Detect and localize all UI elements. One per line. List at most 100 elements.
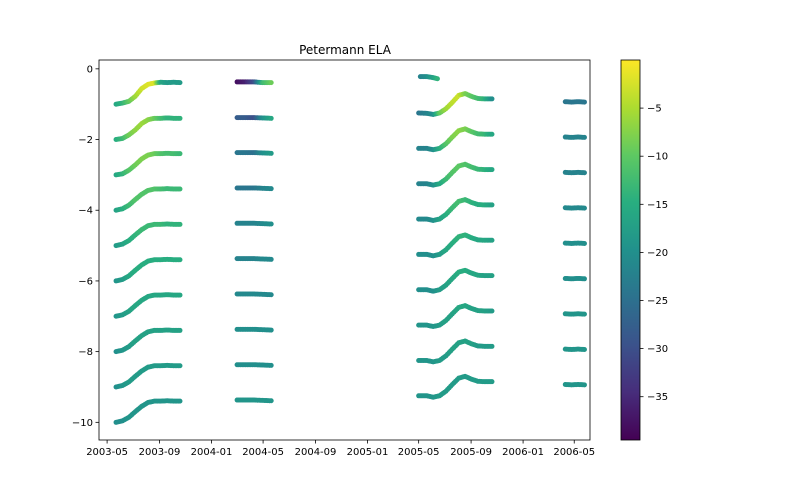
series-row-4-segment-3	[562, 205, 587, 211]
colorbar-frame	[620, 59, 641, 441]
scatter-point	[177, 292, 183, 298]
series-row-6-segment-2	[416, 267, 495, 294]
colorbar-tick-label: −10	[647, 152, 668, 163]
series-row-1-segment-2	[416, 91, 495, 117]
series-row-6-segment-1	[234, 291, 274, 298]
series-row-0-segment-0	[113, 79, 183, 107]
scatter-point	[581, 276, 587, 282]
x-tick-label: 2005-05	[398, 447, 440, 458]
series-row-8-segment-1	[234, 362, 274, 368]
scatter-point	[177, 398, 183, 404]
y-tick-label: 0	[87, 64, 93, 75]
series-row-9-segment-1	[234, 397, 274, 404]
scatter-point	[434, 76, 440, 82]
scatter-point	[268, 186, 274, 192]
colorbar-gradient	[621, 60, 640, 440]
series-row-8-segment-0	[113, 362, 183, 390]
scatter-point	[581, 134, 587, 140]
colorbar-tick-label: −35	[647, 392, 668, 403]
y-tick-label: −10	[72, 418, 93, 429]
scatter-point	[489, 343, 495, 349]
x-tick-label: 2006-05	[553, 447, 595, 458]
plot-frame	[98, 59, 591, 441]
scatter-point	[268, 80, 274, 86]
scatter-point	[581, 347, 587, 353]
series-row-2-segment-2	[416, 126, 495, 153]
scatter-point	[581, 311, 587, 317]
series-row-1-segment-3	[562, 99, 587, 105]
x-tick-label: 2006-01	[502, 447, 544, 458]
y-tick-label: −2	[78, 135, 93, 146]
series-row-3-segment-1	[234, 185, 274, 192]
y-tick-label: −6	[78, 276, 93, 287]
series-row-1-segment-1	[234, 115, 274, 121]
scatter-point	[489, 308, 495, 314]
series-row-3-segment-3	[562, 169, 587, 176]
scatter-point	[268, 292, 274, 298]
series-row-4-segment-2	[416, 197, 495, 223]
series-row-2-segment-1	[234, 150, 274, 156]
series-row-1-segment-0	[113, 115, 183, 143]
series-row-5-segment-3	[562, 240, 587, 246]
x-tick-label: 2004-01	[191, 447, 233, 458]
chart-title: Petermann ELA	[299, 43, 392, 57]
series-row-0-segment-1	[234, 79, 274, 86]
series-row-5-segment-0	[113, 256, 183, 284]
x-tick-label: 2004-05	[242, 447, 284, 458]
series-row-2-segment-0	[113, 150, 183, 178]
scatter-point	[489, 167, 495, 173]
series-row-2-segment-3	[562, 134, 587, 140]
scatter-point	[581, 99, 587, 105]
series-row-3-segment-0	[113, 186, 183, 213]
y-tick-label: −8	[78, 347, 93, 358]
x-tick-label: 2005-09	[450, 447, 492, 458]
series-row-3-segment-2	[416, 161, 495, 188]
x-tick-label: 2005-01	[347, 447, 389, 458]
series-row-7-segment-1	[234, 326, 274, 333]
y-axis: 0 −2 −4 −6 −8 −10	[72, 64, 99, 429]
scatter-point	[581, 170, 587, 176]
scatter-point	[268, 115, 274, 121]
scatter-point	[177, 327, 183, 333]
scatter-point	[268, 150, 274, 156]
scatter-point	[177, 221, 183, 227]
series-row-9-segment-0	[113, 398, 183, 425]
scatter-points	[113, 74, 587, 425]
scatter-point	[268, 398, 274, 404]
series-row-9-segment-2	[416, 373, 495, 400]
series-row-7-segment-3	[562, 311, 587, 317]
colorbar-tick-label: −30	[647, 344, 668, 355]
series-row-6-segment-0	[113, 292, 183, 319]
series-row-8-segment-2	[416, 338, 495, 365]
scatter-point	[177, 80, 183, 86]
y-tick-label: −4	[78, 206, 93, 217]
colorbar-ticks: −5 −10 −15 −20 −25 −30 −35	[640, 104, 668, 403]
scatter-point	[268, 362, 274, 368]
colorbar: −5 −10 −15 −20 −25 −30 −35	[620, 59, 668, 441]
series-row-7-segment-2	[416, 303, 495, 330]
scatter-point	[581, 382, 587, 388]
scatter-point	[268, 327, 274, 333]
x-axis: 2003-05 2003-09 2004-01 2004-05 2004-09 2005-…	[86, 440, 595, 458]
scatter-point	[489, 273, 495, 279]
series-row-9-segment-3	[562, 382, 587, 388]
scatter-point	[489, 379, 495, 385]
scatter-point	[581, 240, 587, 246]
scatter-point	[268, 256, 274, 262]
series-row-7-segment-0	[113, 327, 183, 355]
scatter-point	[177, 363, 183, 369]
scatter-point	[177, 257, 183, 263]
colorbar-tick-label: −25	[647, 296, 668, 307]
scatter-point	[177, 186, 183, 192]
x-tick-label: 2003-09	[139, 447, 181, 458]
scatter-point	[489, 237, 495, 243]
colorbar-tick-label: −15	[647, 200, 668, 211]
series-row-8-segment-3	[562, 346, 587, 353]
series-row-5-segment-1	[234, 256, 274, 262]
scatter-point	[268, 221, 274, 227]
series-row-4-segment-0	[113, 221, 183, 249]
series-row-0-segment-2	[417, 74, 440, 82]
scatter-point	[489, 202, 495, 208]
